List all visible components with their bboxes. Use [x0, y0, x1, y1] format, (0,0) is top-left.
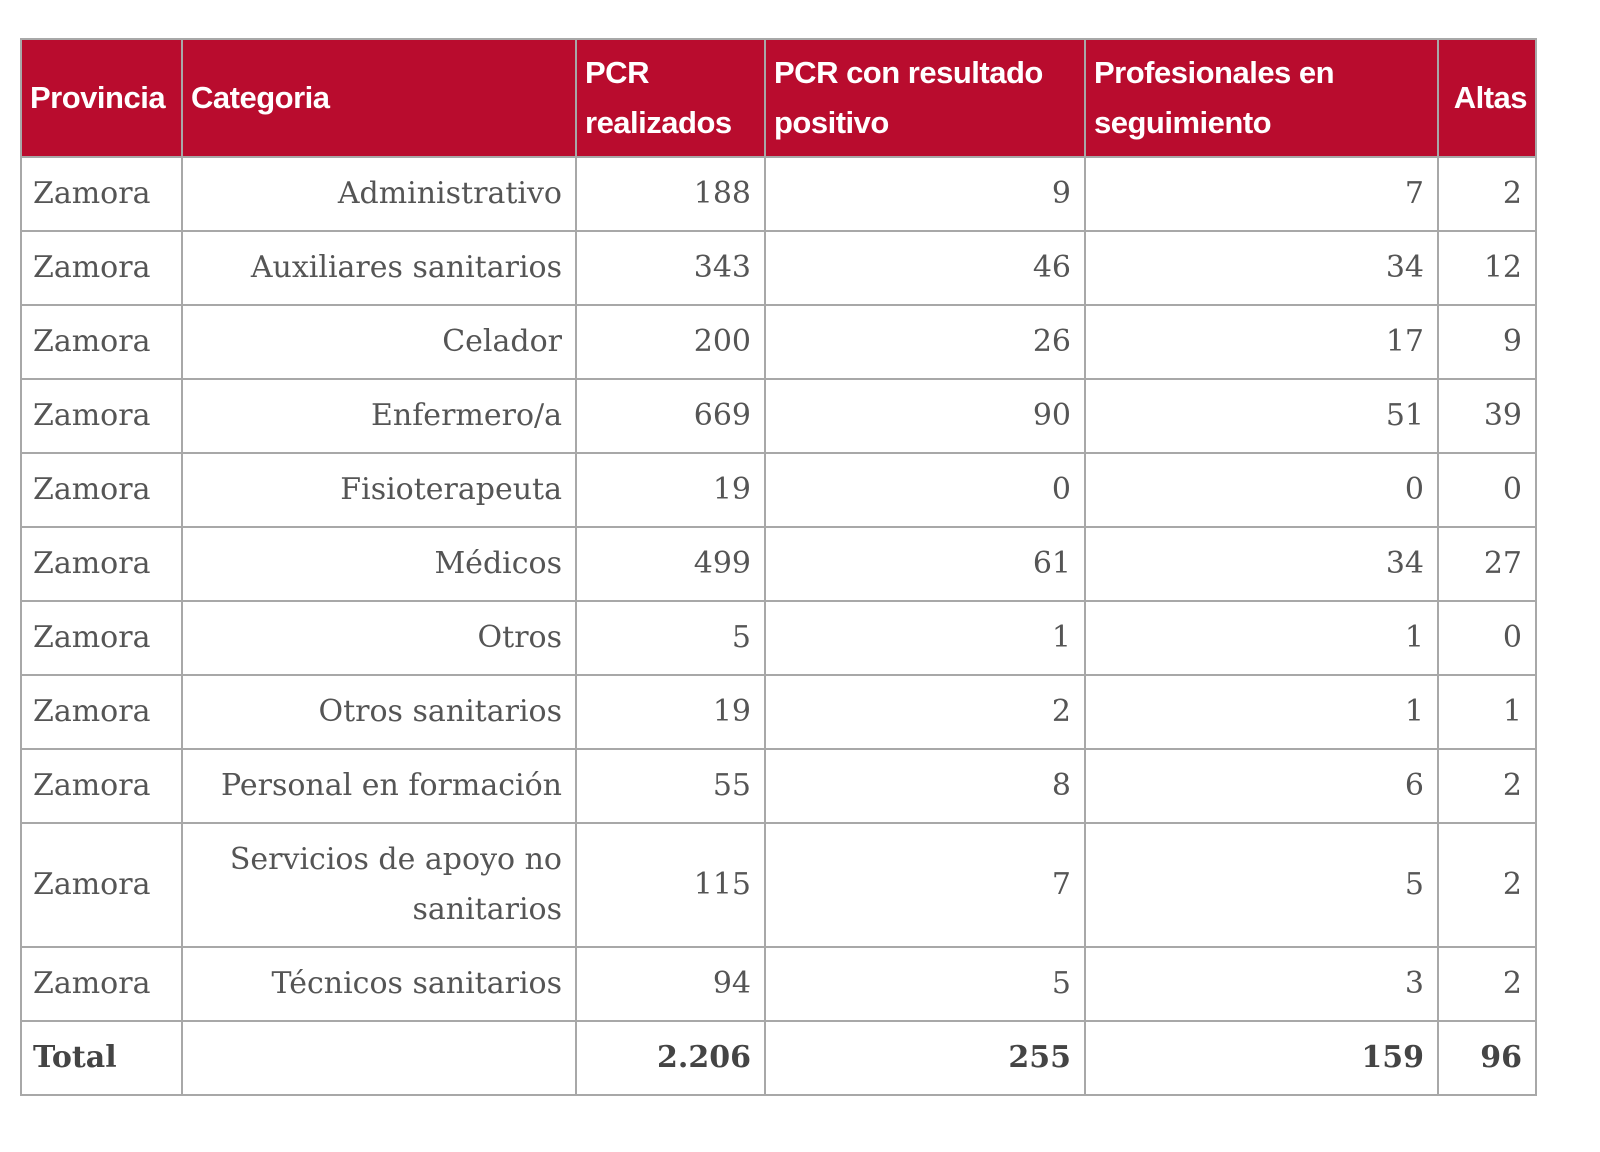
header-provincia: Provincia — [20, 38, 183, 158]
cell-seguimiento: 7 — [1084, 156, 1439, 232]
table-body: Zamora Administrativo 188 9 7 2 Zamora A… — [20, 156, 1537, 1096]
table-row: Zamora Médicos 499 61 34 27 — [20, 526, 1537, 602]
cell-categoria: Celador — [181, 304, 577, 380]
cell-provincia: Zamora — [20, 156, 183, 232]
cell-pcr: 5 — [575, 600, 766, 676]
table-row: Zamora Administrativo 188 9 7 2 — [20, 156, 1537, 232]
cell-categoria: Técnicos sanitarios — [181, 946, 577, 1022]
cell-positivo: 46 — [764, 230, 1086, 306]
header-pcr-positivo: PCR con resultado positivo — [764, 38, 1086, 158]
cell-provincia: Zamora — [20, 822, 183, 948]
header-altas: Altas — [1437, 38, 1537, 158]
cell-seguimiento: 17 — [1084, 304, 1439, 380]
cell-seguimiento: 34 — [1084, 526, 1439, 602]
table-row: Zamora Otros sanitarios 19 2 1 1 — [20, 674, 1537, 750]
table-row: Zamora Personal en formación 55 8 6 2 — [20, 748, 1537, 824]
cell-positivo: 0 — [764, 452, 1086, 528]
cell-seguimiento: 5 — [1084, 822, 1439, 948]
cell-categoria: Auxiliares sanitarios — [181, 230, 577, 306]
cell-provincia: Zamora — [20, 230, 183, 306]
total-pcr: 2.206 — [575, 1020, 766, 1096]
cell-altas: 0 — [1437, 452, 1537, 528]
cell-pcr: 188 — [575, 156, 766, 232]
cell-altas: 1 — [1437, 674, 1537, 750]
cell-provincia: Zamora — [20, 674, 183, 750]
cell-altas: 2 — [1437, 822, 1537, 948]
table-row: Zamora Auxiliares sanitarios 343 46 34 1… — [20, 230, 1537, 306]
cell-pcr: 115 — [575, 822, 766, 948]
cell-pcr: 94 — [575, 946, 766, 1022]
cell-categoria: Administrativo — [181, 156, 577, 232]
cell-seguimiento: 1 — [1084, 600, 1439, 676]
cell-altas: 39 — [1437, 378, 1537, 454]
header-pcr-realizados: PCR realizados — [575, 38, 766, 158]
cell-positivo: 9 — [764, 156, 1086, 232]
header-categoria: Categoria — [181, 38, 577, 158]
cell-positivo: 61 — [764, 526, 1086, 602]
cell-provincia: Zamora — [20, 600, 183, 676]
cell-categoria: Personal en formación — [181, 748, 577, 824]
cell-provincia: Zamora — [20, 452, 183, 528]
table-row: Zamora Otros 5 1 1 0 — [20, 600, 1537, 676]
total-label: Total — [20, 1020, 183, 1096]
total-categoria — [181, 1020, 577, 1096]
cell-pcr: 55 — [575, 748, 766, 824]
cell-seguimiento: 34 — [1084, 230, 1439, 306]
table-header: Provincia Categoria PCR realizados PCR c… — [20, 38, 1537, 158]
cell-pcr: 499 — [575, 526, 766, 602]
cell-altas: 9 — [1437, 304, 1537, 380]
cell-positivo: 8 — [764, 748, 1086, 824]
cell-categoria: Servicios de apoyo no sanitarios — [181, 822, 577, 948]
cell-positivo: 26 — [764, 304, 1086, 380]
cell-provincia: Zamora — [20, 526, 183, 602]
cell-seguimiento: 3 — [1084, 946, 1439, 1022]
data-table-container: Provincia Categoria PCR realizados PCR c… — [20, 38, 1537, 1096]
cell-seguimiento: 1 — [1084, 674, 1439, 750]
cell-pcr: 669 — [575, 378, 766, 454]
cell-pcr: 343 — [575, 230, 766, 306]
cell-positivo: 2 — [764, 674, 1086, 750]
cell-positivo: 1 — [764, 600, 1086, 676]
data-table: Provincia Categoria PCR realizados PCR c… — [20, 38, 1537, 1096]
cell-pcr: 19 — [575, 452, 766, 528]
cell-altas: 12 — [1437, 230, 1537, 306]
total-row: Total 2.206 255 159 96 — [20, 1020, 1537, 1096]
cell-categoria: Enfermero/a — [181, 378, 577, 454]
table-row: Zamora Servicios de apoyo no sanitarios … — [20, 822, 1537, 948]
table-row: Zamora Fisioterapeuta 19 0 0 0 — [20, 452, 1537, 528]
cell-pcr: 19 — [575, 674, 766, 750]
table-row: Zamora Celador 200 26 17 9 — [20, 304, 1537, 380]
header-profesionales-seguimiento: Profesionales en seguimiento — [1084, 38, 1439, 158]
cell-seguimiento: 6 — [1084, 748, 1439, 824]
cell-positivo: 90 — [764, 378, 1086, 454]
cell-provincia: Zamora — [20, 304, 183, 380]
cell-altas: 27 — [1437, 526, 1537, 602]
table-row: Zamora Técnicos sanitarios 94 5 3 2 — [20, 946, 1537, 1022]
cell-seguimiento: 51 — [1084, 378, 1439, 454]
cell-seguimiento: 0 — [1084, 452, 1439, 528]
cell-provincia: Zamora — [20, 748, 183, 824]
cell-altas: 0 — [1437, 600, 1537, 676]
cell-provincia: Zamora — [20, 946, 183, 1022]
total-altas: 96 — [1437, 1020, 1537, 1096]
cell-positivo: 5 — [764, 946, 1086, 1022]
cell-categoria: Otros — [181, 600, 577, 676]
cell-categoria: Otros sanitarios — [181, 674, 577, 750]
cell-categoria: Médicos — [181, 526, 577, 602]
cell-altas: 2 — [1437, 156, 1537, 232]
cell-pcr: 200 — [575, 304, 766, 380]
table-row: Zamora Enfermero/a 669 90 51 39 — [20, 378, 1537, 454]
cell-altas: 2 — [1437, 748, 1537, 824]
total-seguimiento: 159 — [1084, 1020, 1439, 1096]
total-positivo: 255 — [764, 1020, 1086, 1096]
cell-categoria: Fisioterapeuta — [181, 452, 577, 528]
cell-positivo: 7 — [764, 822, 1086, 948]
header-row: Provincia Categoria PCR realizados PCR c… — [20, 38, 1537, 158]
cell-altas: 2 — [1437, 946, 1537, 1022]
cell-provincia: Zamora — [20, 378, 183, 454]
